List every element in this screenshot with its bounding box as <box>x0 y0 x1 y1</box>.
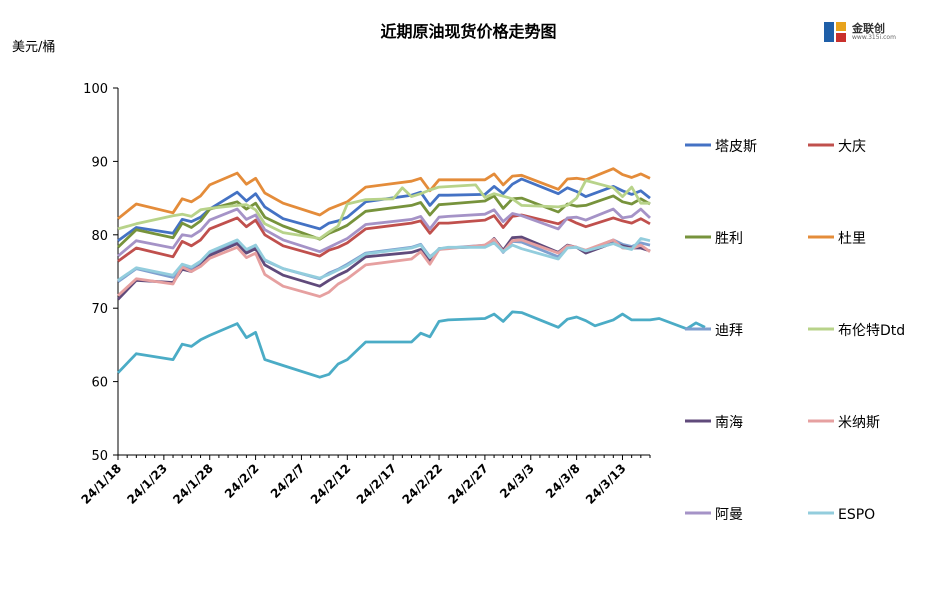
x-tick-label: 24/1/28 <box>170 461 216 507</box>
brand-logo: 金联创 www.315i.com <box>822 18 902 46</box>
x-tick-label: 24/3/3 <box>497 461 537 501</box>
legend-label: 迪拜 <box>715 323 743 339</box>
series-line <box>117 167 651 220</box>
x-tick-label: 24/2/12 <box>308 461 354 507</box>
x-tick-label: 24/3/13 <box>583 461 629 507</box>
x-tick-label: 24/2/7 <box>268 461 308 501</box>
y-tick-label: 70 <box>91 302 108 317</box>
series-line <box>117 237 651 282</box>
y-tick-label: 80 <box>91 229 108 244</box>
x-tick-label: 24/2/17 <box>354 461 400 507</box>
legend-label: 胜利 <box>715 231 743 247</box>
series-line <box>116 310 706 379</box>
y-tick-label: 100 <box>83 82 108 97</box>
x-tick-label: 24/2/2 <box>222 461 262 501</box>
chart-title: 近期原油现货价格走势图 <box>380 22 557 41</box>
y-axis-unit-label: 美元/桶 <box>12 40 56 55</box>
series-line <box>117 213 651 263</box>
legend-label: 米纳斯 <box>838 415 880 431</box>
series-line <box>117 179 650 240</box>
logo-subtext: www.315i.com <box>852 34 896 41</box>
x-tick-label: 24/1/23 <box>124 461 170 507</box>
legend-label: 杜里 <box>838 231 866 247</box>
legend-label: 南海 <box>715 415 743 431</box>
legend-label: 大庆 <box>838 139 866 155</box>
legend-label: 布伦特Dtd <box>838 323 905 339</box>
x-tick-label: 24/3/8 <box>543 461 583 501</box>
y-tick-label: 60 <box>91 376 108 391</box>
logo-icon <box>824 22 846 42</box>
logo-text: 金联创 <box>852 22 885 35</box>
series-line <box>117 207 651 258</box>
x-tick-label: 24/2/27 <box>445 461 491 507</box>
legend-label: 阿曼 <box>715 507 743 523</box>
legend-label: 塔皮斯 <box>715 139 757 155</box>
y-tick-label: 50 <box>91 449 108 464</box>
y-tick-label: 90 <box>91 155 108 170</box>
series-line <box>117 194 651 249</box>
x-tick-label: 24/1/18 <box>79 461 125 507</box>
legend-label: ESPO <box>838 507 875 523</box>
x-tick-label: 24/2/22 <box>400 461 446 507</box>
